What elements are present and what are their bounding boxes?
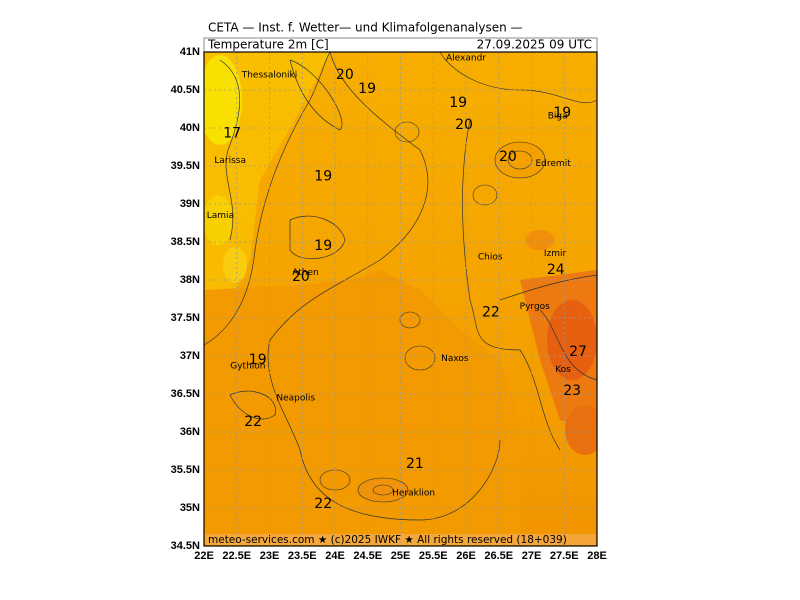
city-label: Naxos — [441, 354, 469, 364]
y-tick-label: 37.5N — [171, 312, 200, 324]
y-tick-label: 40.5N — [171, 84, 200, 96]
city-label: Edremit — [535, 159, 571, 169]
x-tick-label: 24.5E — [353, 550, 382, 562]
contour-label: 19 — [358, 81, 376, 97]
x-tick-label: 27.5E — [550, 550, 579, 562]
y-tick-label: 35.5N — [171, 464, 200, 476]
city-label: Biga — [548, 111, 568, 121]
x-tick-label: 24E — [325, 550, 345, 562]
header-title: CETA — Inst. f. Wetter— und Klimafolgena… — [208, 21, 523, 35]
y-tick-label: 35N — [180, 502, 200, 514]
x-tick-label: 26.5E — [484, 550, 513, 562]
y-tick-label: 38N — [180, 274, 200, 286]
x-tick-label: 22E — [194, 550, 214, 562]
x-tick-label: 23E — [260, 550, 280, 562]
contour-label: 27 — [569, 344, 587, 360]
y-tick-label: 36N — [180, 426, 200, 438]
x-tick-label: 23.5E — [288, 550, 317, 562]
contour-label: 23 — [563, 383, 581, 399]
city-label: Alexandr — [446, 54, 486, 64]
city-label: Gythion — [230, 361, 265, 371]
map-field — [204, 52, 597, 546]
contour-label: 19 — [314, 238, 332, 254]
x-tick-label: 22.5E — [222, 550, 251, 562]
footer-box — [205, 534, 596, 545]
contour-label: 24 — [547, 262, 565, 278]
y-tick-label: 36.5N — [171, 388, 200, 400]
y-tick-label: 41N — [180, 46, 200, 58]
city-label: Thessaloniki — [241, 70, 298, 80]
y-tick-label: 38.5N — [171, 236, 200, 248]
contour-label: 20 — [336, 67, 354, 83]
city-label: Athen — [292, 268, 318, 278]
contour-label: 22 — [314, 496, 332, 512]
city-label: Heraklion — [392, 488, 435, 498]
contour-label: 19 — [249, 352, 267, 368]
y-tick-label: 39.5N — [171, 160, 200, 172]
contour-label: 22 — [482, 305, 500, 321]
x-tick-label: 26E — [456, 550, 476, 562]
city-label: Pyrgos — [520, 302, 551, 312]
city-label: Lamia — [207, 211, 234, 221]
contour-label: 20 — [292, 269, 310, 285]
contour-label: 19 — [449, 95, 467, 111]
x-tick-label: 25.5E — [419, 550, 448, 562]
contour-label: 21 — [406, 456, 424, 472]
x-tick-label: 28E — [587, 550, 607, 562]
contour-label: 17 — [223, 125, 241, 141]
city-label: Izmir — [544, 249, 567, 259]
contour-label: 19 — [553, 105, 571, 121]
contour-label: 22 — [244, 414, 262, 430]
city-label: Kos — [555, 365, 571, 375]
field-name: Temperature 2m [C] — [207, 38, 329, 52]
city-label: Chios — [478, 253, 503, 263]
y-tick-label: 39N — [180, 198, 200, 210]
city-label: Neapolis — [276, 393, 315, 403]
x-tick-label: 25E — [391, 550, 411, 562]
y-tick-label: 37N — [180, 350, 200, 362]
contour-label: 20 — [455, 117, 473, 133]
y-tick-label: 34.5N — [171, 540, 200, 552]
city-label: Larissa — [214, 156, 246, 166]
valid-time: 27.09.2025 09 UTC — [477, 38, 592, 52]
contour-label: 19 — [314, 169, 332, 185]
x-tick-label: 27E — [522, 550, 542, 562]
contour-label: 20 — [499, 149, 517, 165]
grid — [204, 52, 597, 546]
y-tick-label: 40N — [180, 122, 200, 134]
map-frame — [203, 51, 598, 547]
footer: meteo-services.com ★ (c)2025 IWKF ★ All … — [208, 534, 567, 546]
